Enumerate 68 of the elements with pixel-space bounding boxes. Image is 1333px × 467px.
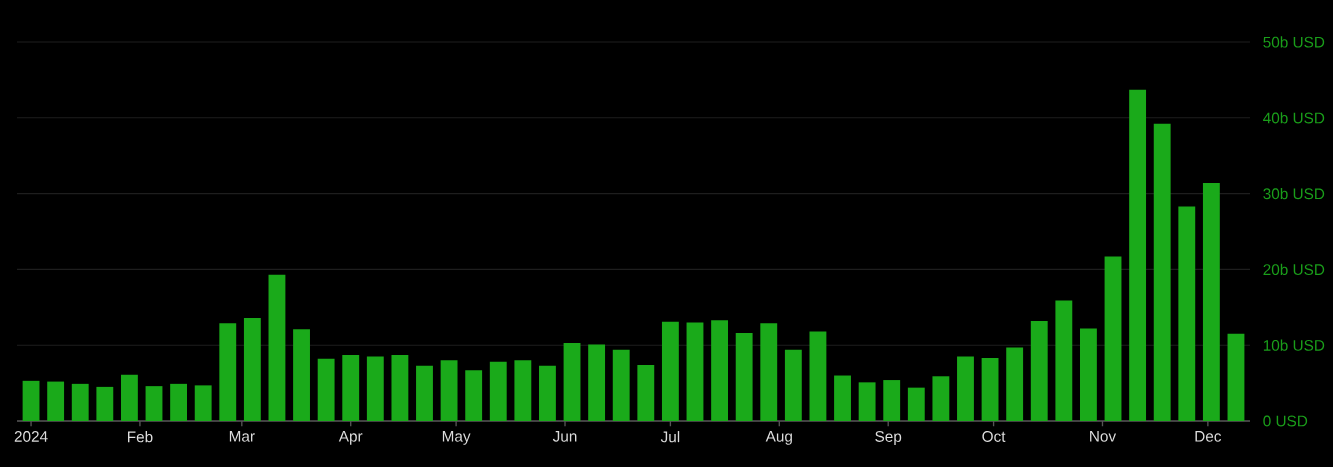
bar (957, 356, 974, 421)
bar (1153, 123, 1171, 421)
bar (440, 360, 458, 421)
bar (465, 370, 483, 421)
bar (760, 323, 778, 421)
bar (932, 376, 950, 421)
bar (588, 344, 606, 421)
bar (735, 333, 753, 421)
bar (539, 365, 556, 421)
bar (858, 382, 876, 421)
bar (711, 320, 728, 421)
x-tick-label: May (442, 431, 471, 445)
x-tick-label: Jul (660, 431, 680, 443)
bar (784, 349, 802, 421)
bar (120, 374, 138, 421)
bar (489, 361, 507, 421)
y-tick-label: 50b USD (1263, 36, 1325, 48)
bar (612, 349, 630, 421)
bar (1104, 256, 1122, 421)
bar (834, 375, 851, 421)
bar (268, 274, 286, 421)
bar (1178, 206, 1196, 421)
x-tick-label: Oct (982, 431, 1006, 442)
bar (47, 381, 65, 421)
x-tick-label: Aug (765, 431, 792, 445)
bar (194, 385, 212, 421)
bar (809, 331, 827, 421)
y-tick-label: 10b USD (1263, 339, 1325, 351)
bar (981, 358, 999, 421)
bar (391, 355, 409, 421)
x-tick-label: Mar (229, 431, 255, 442)
bar (366, 356, 384, 421)
x-tick-label: Sep (875, 431, 902, 445)
bar (686, 322, 704, 421)
bar (637, 364, 655, 421)
bar (1129, 89, 1147, 421)
x-tick-label: Dec (1195, 431, 1222, 442)
bar (907, 387, 925, 421)
bar (661, 321, 679, 421)
bar (317, 358, 335, 421)
bar (1006, 347, 1024, 421)
bar (563, 342, 581, 421)
bar (96, 386, 114, 421)
bar (170, 383, 188, 421)
bar (342, 355, 360, 421)
y-tick-label: 0 USD (1263, 415, 1308, 427)
bar (416, 365, 433, 421)
y-tick-label: 20b USD (1263, 263, 1325, 276)
bar (1055, 300, 1073, 421)
bar (1202, 182, 1220, 421)
bar (1030, 320, 1048, 421)
bar (1080, 328, 1097, 421)
bar (219, 323, 237, 421)
x-tick-label: 2024 (14, 431, 48, 442)
bar (71, 383, 89, 421)
x-tick-label: Apr (338, 431, 363, 445)
y-tick-label: 40b USD (1263, 112, 1325, 124)
x-tick-label: Feb (127, 431, 153, 443)
y-tick-label: 30b USD (1263, 187, 1325, 200)
bar (145, 386, 163, 421)
x-tick-label: Nov (1090, 431, 1117, 442)
bar (514, 360, 532, 421)
bar (243, 317, 261, 421)
x-tick-label: Jun (552, 431, 577, 442)
bar (22, 380, 40, 421)
bar (883, 380, 901, 421)
bar (293, 329, 310, 421)
bar (1227, 333, 1245, 421)
